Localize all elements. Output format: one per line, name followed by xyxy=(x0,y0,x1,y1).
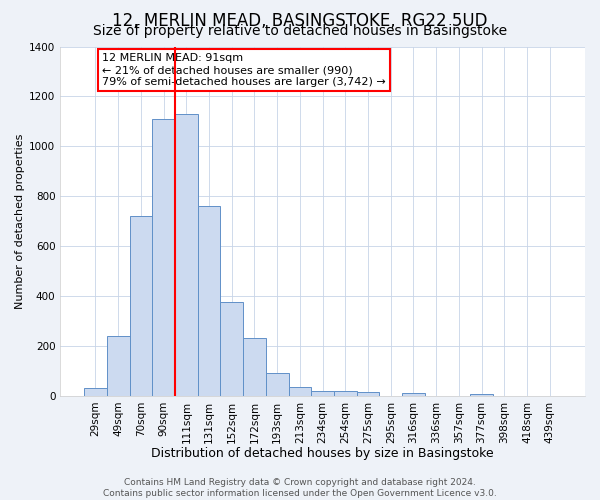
Bar xyxy=(152,119,175,396)
Bar xyxy=(357,392,379,396)
Bar xyxy=(470,394,493,396)
Text: 12 MERLIN MEAD: 91sqm
← 21% of detached houses are smaller (990)
79% of semi-det: 12 MERLIN MEAD: 91sqm ← 21% of detached … xyxy=(102,54,386,86)
X-axis label: Distribution of detached houses by size in Basingstoke: Distribution of detached houses by size … xyxy=(151,447,494,460)
Bar xyxy=(175,114,198,396)
Bar xyxy=(311,391,334,396)
Y-axis label: Number of detached properties: Number of detached properties xyxy=(15,134,25,309)
Bar xyxy=(130,216,152,396)
Bar xyxy=(107,336,130,396)
Bar xyxy=(220,302,243,396)
Text: Contains HM Land Registry data © Crown copyright and database right 2024.
Contai: Contains HM Land Registry data © Crown c… xyxy=(103,478,497,498)
Bar xyxy=(84,388,107,396)
Bar xyxy=(198,206,220,396)
Text: 12, MERLIN MEAD, BASINGSTOKE, RG22 5UD: 12, MERLIN MEAD, BASINGSTOKE, RG22 5UD xyxy=(112,12,488,30)
Bar xyxy=(289,387,311,396)
Text: Size of property relative to detached houses in Basingstoke: Size of property relative to detached ho… xyxy=(93,24,507,38)
Bar xyxy=(402,394,425,396)
Bar xyxy=(334,391,357,396)
Bar xyxy=(266,374,289,396)
Bar xyxy=(243,338,266,396)
